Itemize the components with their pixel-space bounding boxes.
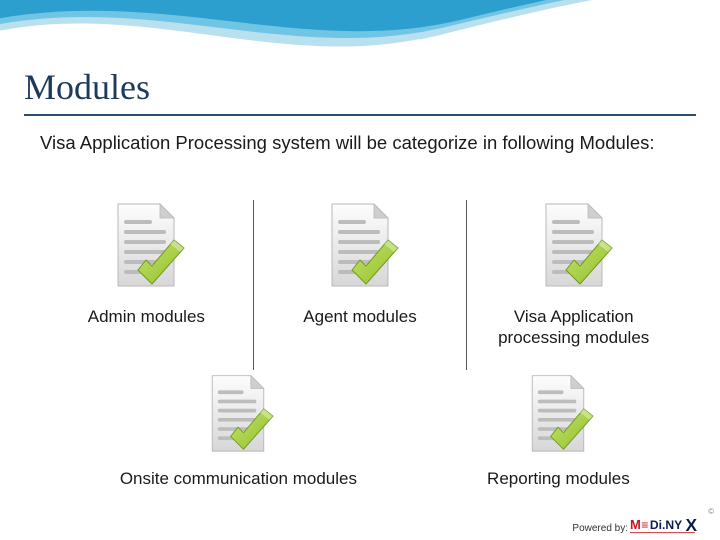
logo-x: X <box>685 516 697 535</box>
title-underline <box>24 114 696 116</box>
powered-by-label: Powered by: <box>572 523 628 534</box>
module-label: Admin modules <box>40 306 253 327</box>
document-check-icon <box>318 200 402 300</box>
module-label: Reporting modules <box>437 468 680 489</box>
modules-row-1: Admin modules Agent modules Visa Applica… <box>40 200 680 370</box>
logo-m: M <box>630 517 641 532</box>
module-card-admin: Admin modules <box>40 200 254 370</box>
medinyx-logo: M ≡ Di.NY X <box>630 516 708 538</box>
logo-text: Di.NY <box>650 518 682 532</box>
page-title: Modules <box>24 66 150 108</box>
module-card-visa-processing: Visa Application processing modules <box>467 200 680 370</box>
modules-row-2: Onsite communication modules Reporting m… <box>40 372 680 522</box>
logo-equals: ≡ <box>641 518 648 532</box>
document-check-icon <box>196 372 280 464</box>
intro-text: Visa Application Processing system will … <box>40 130 680 157</box>
module-label: Visa Application processing modules <box>467 306 680 349</box>
document-check-icon <box>104 200 188 300</box>
module-label: Onsite communication modules <box>40 468 437 489</box>
module-label: Agent modules <box>254 306 467 327</box>
slide: Modules Visa Application Processing syst… <box>0 0 720 540</box>
copyright-mark: © <box>708 507 714 516</box>
module-card-agent: Agent modules <box>254 200 468 370</box>
module-card-onsite-comm: Onsite communication modules <box>40 372 437 522</box>
document-check-icon <box>532 200 616 300</box>
module-card-reporting: Reporting modules <box>437 372 680 522</box>
document-check-icon <box>516 372 600 464</box>
